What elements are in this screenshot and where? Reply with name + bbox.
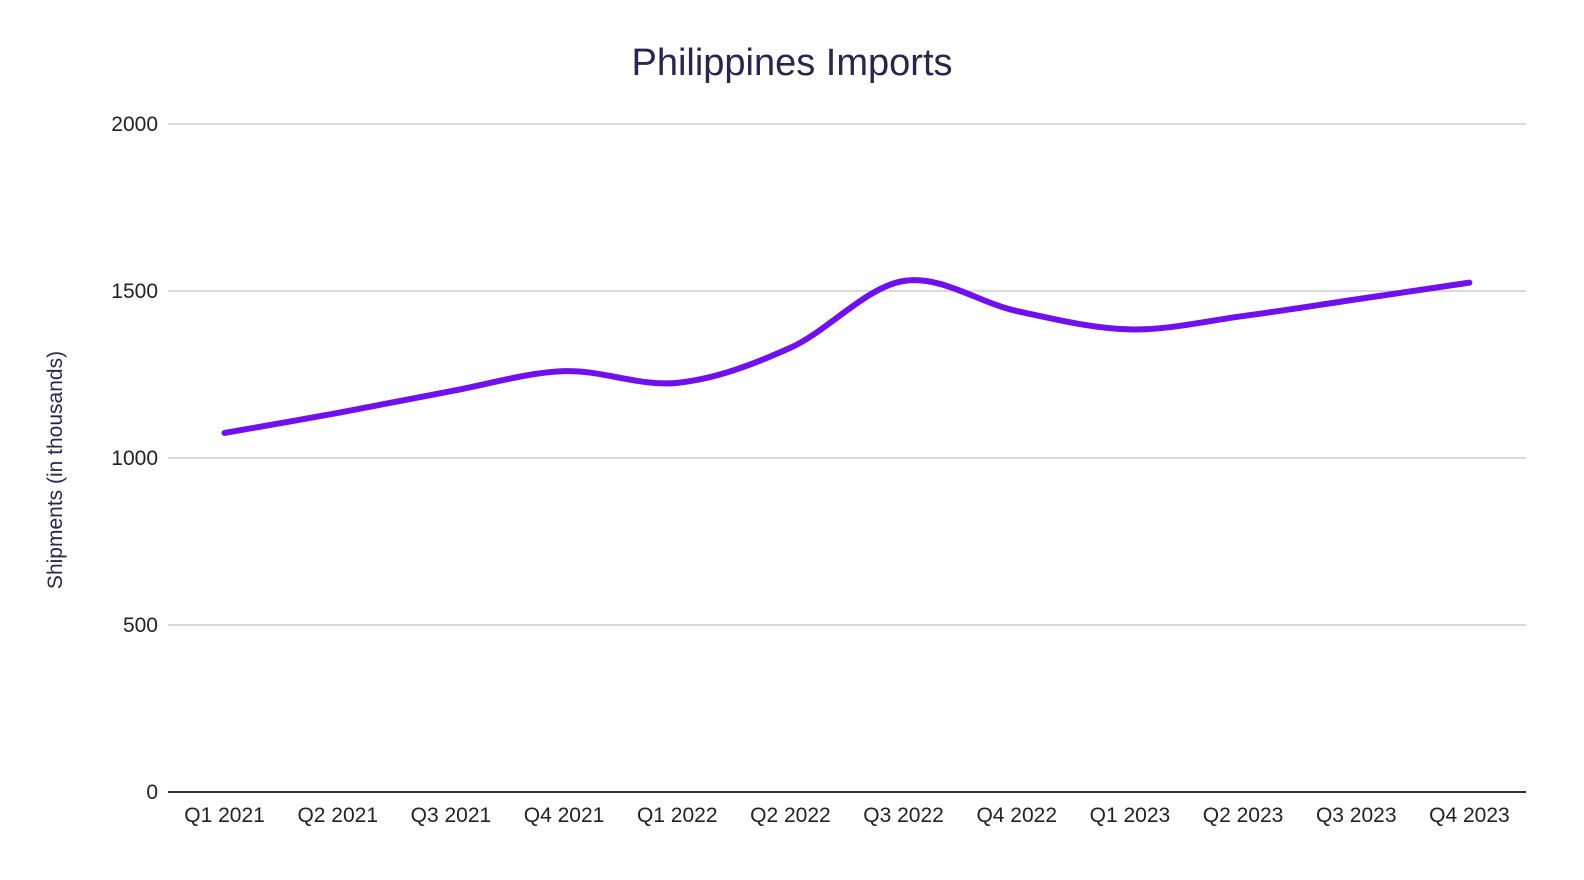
chart-title: Philippines Imports xyxy=(631,42,952,84)
x-tick-label: Q2 2022 xyxy=(750,804,831,827)
y-tick-label: 0 xyxy=(146,781,158,804)
y-tick-label: 2000 xyxy=(111,113,158,136)
x-tick-label: Q1 2023 xyxy=(1090,804,1171,827)
y-tick-label: 1000 xyxy=(111,447,158,470)
x-tick-label: Q3 2022 xyxy=(863,804,944,827)
data-point-q2-2021 xyxy=(335,410,341,416)
data-point-q2-2023 xyxy=(1240,313,1246,319)
gridlines xyxy=(168,123,1526,793)
y-axis-title: Shipments (in thousands) xyxy=(44,351,67,589)
x-tick-label: Q3 2021 xyxy=(411,804,492,827)
x-tick-label: Q2 2023 xyxy=(1203,804,1284,827)
x-tick-label: Q4 2023 xyxy=(1429,804,1510,827)
data-point-q3-2023 xyxy=(1353,296,1359,302)
x-tick-label: Q1 2021 xyxy=(184,804,265,827)
x-axis-ticks: Q1 2021 Q2 2021 Q3 2021 Q4 2021 Q1 2022 Q2 20… xyxy=(184,804,1509,827)
x-tick-label: Q4 2021 xyxy=(524,804,605,827)
data-points xyxy=(222,278,1473,436)
data-point-q1-2021 xyxy=(222,430,228,436)
y-tick-label: 1500 xyxy=(111,280,158,303)
x-tick-label: Q4 2022 xyxy=(976,804,1057,827)
data-point-q4-2023 xyxy=(1466,280,1472,286)
y-tick-label: 500 xyxy=(123,614,158,637)
data-point-q1-2022 xyxy=(674,380,680,386)
data-point-q3-2022 xyxy=(901,278,907,284)
data-point-q1-2023 xyxy=(1127,326,1133,332)
x-tick-label: Q3 2023 xyxy=(1316,804,1397,827)
data-point-q4-2022 xyxy=(1014,308,1020,314)
data-point-q2-2022 xyxy=(787,345,793,351)
x-tick-label: Q2 2021 xyxy=(297,804,378,827)
series-line xyxy=(221,277,1473,436)
data-point-q3-2021 xyxy=(448,388,454,394)
y-axis-ticks: 0 500 1000 1500 2000 xyxy=(111,113,158,804)
x-tick-label: Q1 2022 xyxy=(637,804,718,827)
data-point-q4-2021 xyxy=(561,368,567,374)
series-lines xyxy=(221,277,1473,436)
